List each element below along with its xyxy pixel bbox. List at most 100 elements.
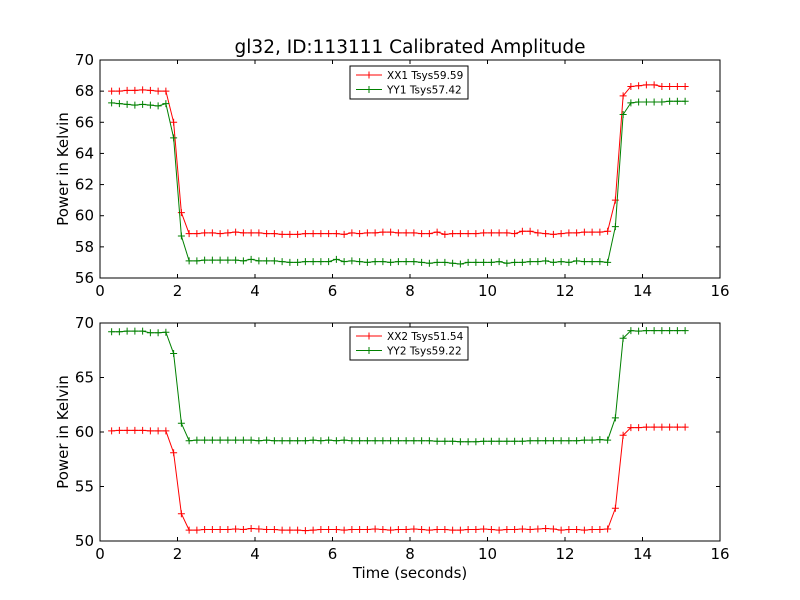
data-point [518, 258, 526, 266]
data-point [216, 436, 224, 444]
data-point [418, 258, 426, 266]
data-point [301, 437, 309, 445]
legend: XX1 Tsys59.59 YY1 Tsys57.42 [349, 65, 469, 100]
data-point [658, 423, 666, 431]
data-point [332, 230, 340, 238]
data-point [263, 257, 271, 265]
data-point [673, 327, 681, 335]
y-axis-label: Power in Kelvin [54, 112, 72, 226]
data-point [565, 437, 573, 445]
data-point [332, 437, 340, 445]
data-point [201, 256, 209, 264]
data-point [487, 526, 495, 534]
y-tick-label: 62 [75, 176, 94, 194]
data-point [619, 92, 627, 100]
data-point [301, 230, 309, 238]
data-point [371, 258, 379, 266]
data-point [379, 228, 387, 236]
data-point [170, 449, 178, 457]
data-point [449, 437, 457, 445]
data-point [410, 258, 418, 266]
data-point [627, 99, 635, 107]
y-tick-label: 70 [75, 51, 94, 69]
data-point [573, 526, 581, 534]
data-point [387, 228, 395, 236]
data-point [123, 100, 131, 108]
data-point [325, 526, 333, 534]
data-point [309, 230, 317, 238]
x-tick-label: 4 [250, 545, 260, 563]
data-point [131, 101, 139, 109]
data-point [247, 524, 255, 532]
data-point [573, 257, 581, 265]
data-point [379, 437, 387, 445]
data-point [340, 436, 348, 444]
data-point [642, 81, 650, 89]
data-point [255, 229, 263, 237]
data-point [666, 82, 674, 90]
data-point [356, 526, 364, 534]
data-point [464, 438, 472, 446]
data-point [317, 526, 325, 534]
data-point [542, 524, 550, 532]
data-point [162, 328, 170, 336]
data-point [363, 437, 371, 445]
y-tick-label: 55 [75, 478, 94, 496]
data-point [146, 427, 154, 435]
data-point [301, 527, 309, 535]
data-point [216, 256, 224, 264]
x-tick-label: 0 [95, 545, 105, 563]
data-point [131, 327, 139, 335]
data-point [216, 526, 224, 534]
data-point [232, 228, 240, 236]
data-point [340, 230, 348, 238]
data-point [185, 257, 193, 265]
data-point [387, 437, 395, 445]
data-point [317, 230, 325, 238]
data-point [356, 437, 364, 445]
data-point [596, 436, 604, 444]
data-point [371, 437, 379, 445]
data-point [619, 111, 627, 118]
data-point [495, 229, 503, 237]
data-point [472, 438, 480, 446]
data-point [487, 437, 495, 445]
data-point [642, 98, 650, 106]
data-point [557, 437, 565, 445]
data-point [611, 504, 619, 512]
data-point [503, 526, 511, 534]
data-point [673, 97, 681, 105]
data-point [518, 525, 526, 533]
data-point [464, 230, 472, 238]
data-point [108, 87, 116, 95]
data-point [139, 86, 147, 94]
x-tick-label: 4 [250, 282, 260, 300]
data-point [534, 437, 542, 445]
data-point [286, 526, 294, 534]
data-point [627, 424, 635, 432]
data-point [294, 258, 302, 266]
data-point [162, 87, 170, 95]
data-point [270, 230, 278, 238]
data-point [449, 526, 457, 534]
data-point [635, 327, 643, 335]
data-point [278, 526, 286, 534]
data-point [433, 258, 441, 266]
data-point [123, 86, 131, 94]
data-point [511, 437, 519, 445]
data-point [642, 327, 650, 335]
data-point [573, 437, 581, 445]
data-point [464, 526, 472, 534]
data-point [526, 258, 534, 266]
data-point [565, 526, 573, 534]
data-point [286, 437, 294, 445]
data-point [565, 258, 573, 266]
data-point [511, 526, 519, 534]
data-point [542, 230, 550, 238]
data-point [642, 423, 650, 431]
y-tick-label: 60 [75, 423, 94, 441]
legend-label: YY1 Tsys57.42 [386, 85, 462, 97]
legend-marker [365, 86, 373, 93]
data-point [255, 437, 263, 445]
data-point [410, 525, 418, 533]
